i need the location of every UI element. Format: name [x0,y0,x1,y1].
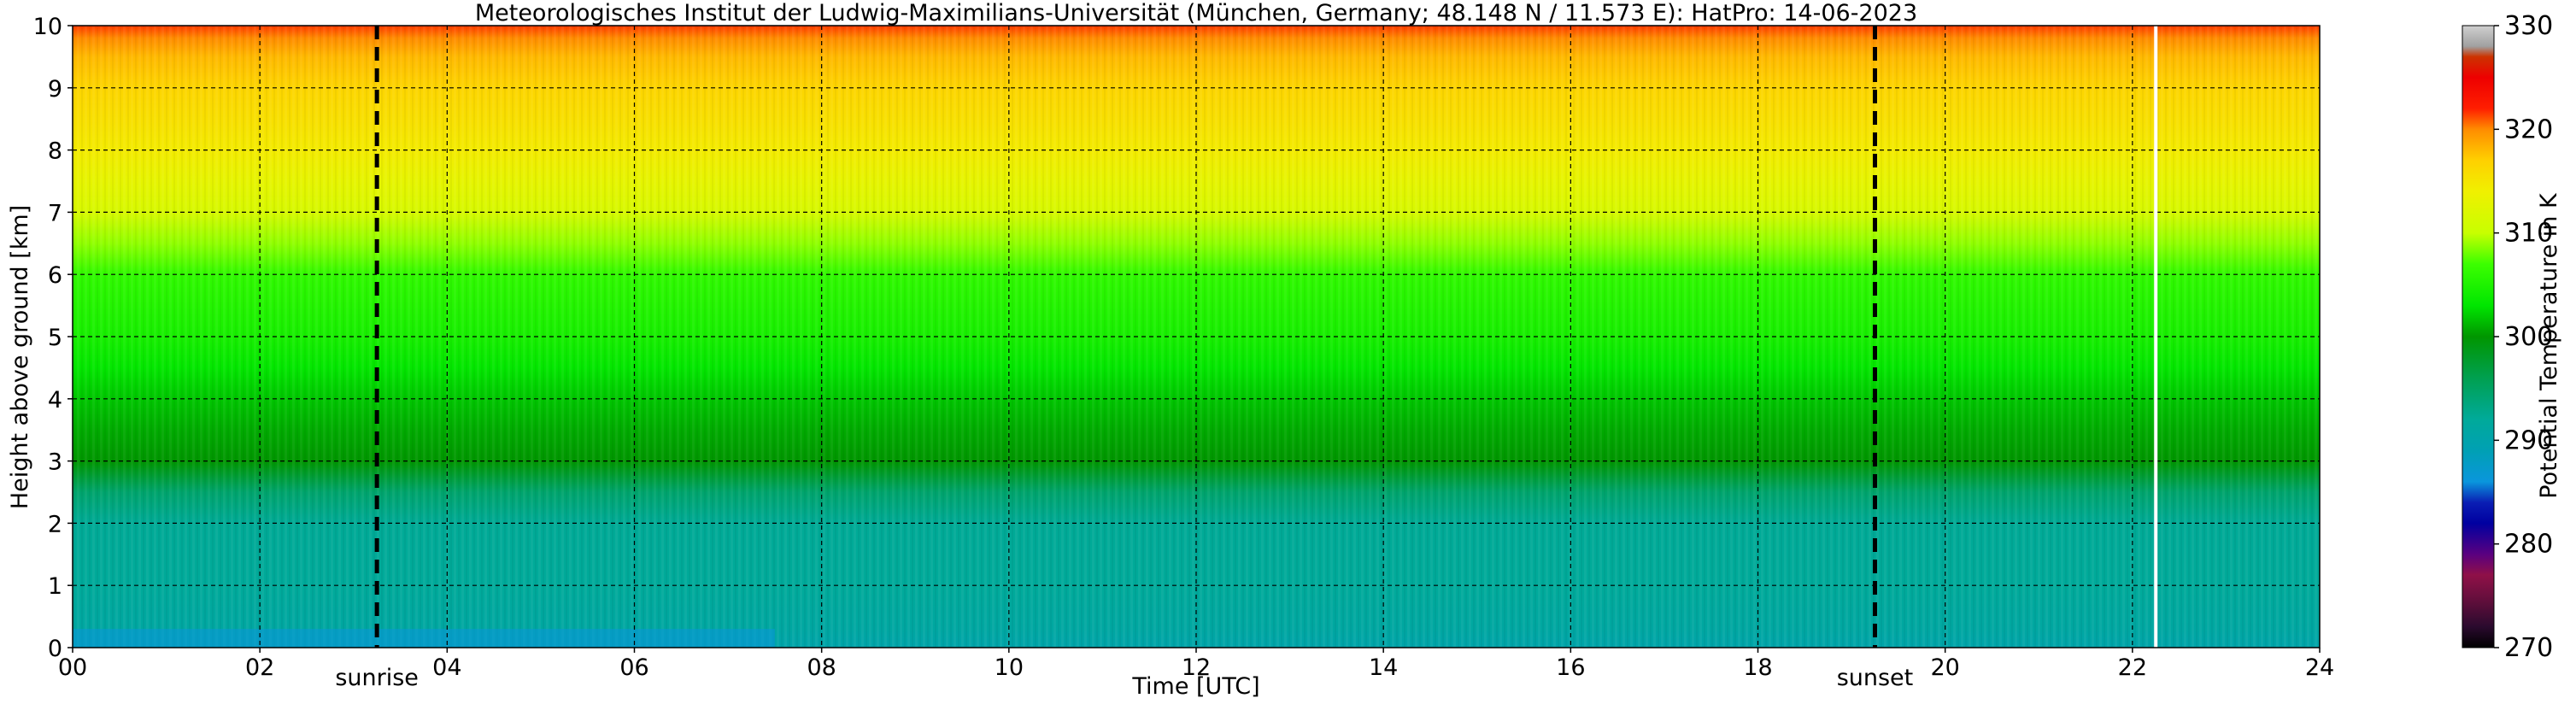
colorbar-label: Potential Temperature in K [2536,192,2562,499]
plot-area [72,25,2321,648]
x-tick-label: 16 [1556,654,1585,681]
x-tick-label: 20 [1930,654,1959,681]
y-tick-label: 7 [48,200,62,226]
x-axis-ticks: 00 02 04 06 08 10 12 14 16 18 20 22 24 [58,648,2334,681]
x-tick-label: 00 [58,654,87,681]
y-tick-label: 2 [48,511,62,537]
x-tick-label: 08 [807,654,836,681]
x-tick-label: 18 [1743,654,1772,681]
x-axis-label: Time [UTC] [1131,673,1259,700]
chart-title: Meteorologisches Institut der Ludwig-Max… [475,0,1917,26]
sunset-label: sunset [1837,665,1914,691]
colorbar-tick-label: 290 [2504,425,2553,455]
y-tick-label: 5 [48,325,62,351]
colorbar-scale [2462,26,2494,648]
event-lines [374,26,2158,648]
colorbar-tick-label: 270 [2504,633,2553,663]
x-tick-label: 04 [432,654,461,681]
colorbar-ticks: 270 280 290 300 310 320 330 [2494,11,2553,663]
x-tick-label: 22 [2118,654,2147,681]
colorbar-tick-label: 330 [2504,11,2553,41]
x-tick-label: 12 [1182,654,1211,681]
colorbar-tick-label: 300 [2504,322,2553,352]
colorbar-tick-label: 310 [2504,219,2553,249]
x-tick-label: 06 [619,654,648,681]
x-tick-label: 10 [995,654,1024,681]
y-tick-label: 8 [48,138,62,165]
y-axis-label: Height above ground [km] [7,205,33,509]
surface-cool-layer [73,629,775,648]
grid-lines [73,26,2320,648]
colorbar: 270 280 290 300 310 320 330 Potential Temperat… [2462,11,2562,663]
y-axis-ticks: 0 1 2 3 4 5 6 7 8 9 10 [33,14,73,662]
y-tick-label: 4 [48,387,62,414]
y-tick-label: 0 [48,636,62,662]
y-tick-label: 3 [48,449,62,476]
x-tick-label: 02 [245,654,274,681]
sunrise-label: sunrise [335,665,419,691]
y-tick-label: 9 [48,76,62,103]
x-tick-label: 14 [1369,654,1398,681]
annotation-labels: sunrise sunset [335,665,1913,691]
colorbar-tick-label: 320 [2504,114,2553,144]
colorbar-tick-label: 280 [2504,530,2553,560]
x-tick-label: 24 [2305,654,2334,681]
y-tick-label: 10 [33,14,62,40]
y-tick-label: 6 [48,262,62,289]
y-tick-label: 1 [48,573,62,600]
